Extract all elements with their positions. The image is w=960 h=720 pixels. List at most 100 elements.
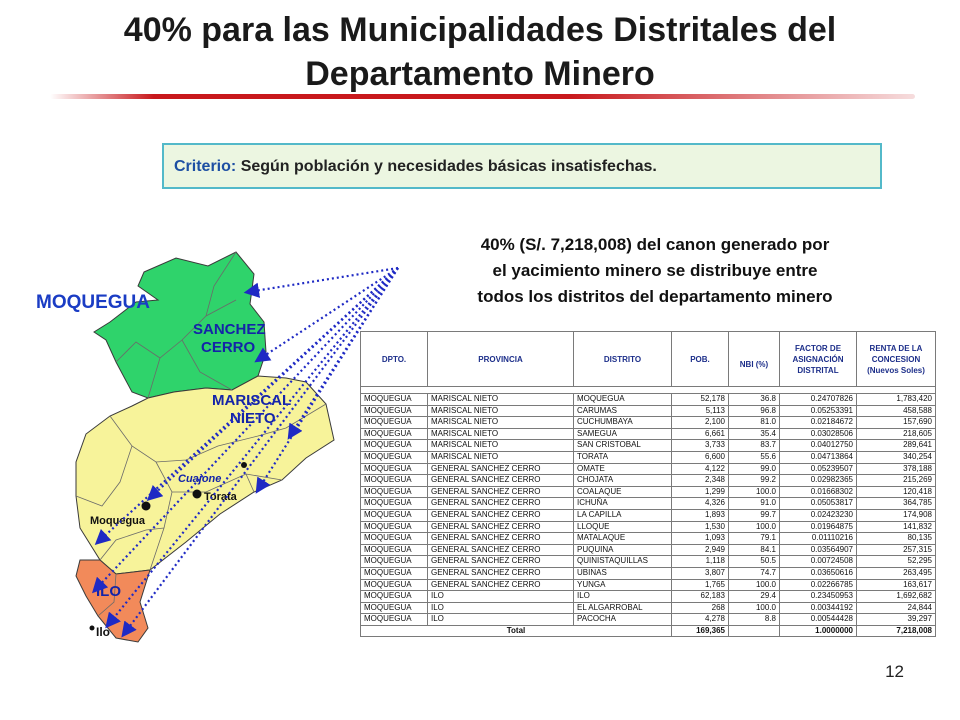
distribution-description: 40% (S/. 7,218,008) del canon generado p…	[405, 232, 905, 310]
cell-nbi: 36.8	[728, 393, 780, 406]
cell-nbi: 50.5	[728, 555, 780, 568]
torata-dot	[192, 489, 202, 499]
cell-dpto: MOQUEGUA	[360, 508, 428, 522]
cell-pob: 4,278	[671, 613, 729, 626]
cell-pob: 5,113	[671, 404, 729, 418]
cell-provincia: GENERAL SANCHEZ CERRO	[427, 555, 574, 568]
cell-dpto: MOQUEGUA	[360, 393, 428, 406]
table-header-row: DPTO. PROVINCIA DISTRITO POB. NBI (%) FA…	[360, 331, 936, 387]
cell-factor: 0.01110216	[779, 532, 857, 545]
table-row: MOQUEGUA GENERAL SANCHEZ CERRO LLOQUE 1,530…	[360, 520, 936, 534]
total-nbi	[728, 624, 780, 638]
cell-provincia: MARISCAL NIETO	[427, 439, 574, 452]
header-nbi: NBI (%)	[728, 331, 780, 387]
description-line-2: el yacimiento minero se distribuye entre	[492, 261, 818, 280]
cell-pob: 268	[671, 601, 729, 615]
table-row: MOQUEGUA MARISCAL NIETO MOQUEGUA 52,178 36.8…	[360, 393, 936, 406]
cell-provincia: GENERAL SANCHEZ CERRO	[427, 566, 574, 580]
table-spacer-row	[360, 386, 936, 394]
cell-factor: 0.03564907	[779, 543, 857, 557]
cell-pob: 1,893	[671, 508, 729, 522]
cell-renta: 1,692,682	[856, 590, 936, 603]
cell-pob: 3,733	[671, 439, 729, 452]
cell-distrito: PUQUINA	[573, 543, 672, 557]
cell-pob: 1,765	[671, 578, 729, 592]
total-renta: 7,218,008	[856, 624, 936, 638]
cell-provincia: MARISCAL NIETO	[427, 427, 574, 441]
cell-distrito: LLOQUE	[573, 520, 672, 534]
table-row: MOQUEGUA GENERAL SANCHEZ CERRO ICHUÑA 4,326…	[360, 497, 936, 510]
cell-nbi: 81.0	[728, 416, 780, 429]
cell-dpto: MOQUEGUA	[360, 497, 428, 510]
cell-pob: 3,807	[671, 566, 729, 580]
cell-nbi: 100.0	[728, 485, 780, 499]
cell-renta: 141,832	[856, 520, 936, 534]
label-sanchez-cerro: SANCHEZ CERRO	[193, 321, 266, 356]
cell-dpto: MOQUEGUA	[360, 555, 428, 568]
cell-distrito: SAMEGUA	[573, 427, 672, 441]
cell-nbi: 100.0	[728, 578, 780, 592]
cell-factor: 0.04713864	[779, 450, 857, 464]
total-label: Total	[360, 624, 672, 638]
cell-renta: 364,785	[856, 497, 936, 510]
cell-dpto: MOQUEGUA	[360, 543, 428, 557]
description-line-3: todos los distritos del departamento min…	[477, 287, 833, 306]
criteria-box: Criterio: Según población y necesidades …	[162, 143, 882, 189]
cell-dpto: MOQUEGUA	[360, 601, 428, 615]
cell-distrito: OMATE	[573, 462, 672, 476]
cell-factor: 0.04012750	[779, 439, 857, 452]
cell-provincia: GENERAL SANCHEZ CERRO	[427, 532, 574, 545]
cell-pob: 62,183	[671, 590, 729, 603]
cell-factor: 0.02184672	[779, 416, 857, 429]
cell-nbi: 83.7	[728, 439, 780, 452]
cell-factor: 0.01668302	[779, 485, 857, 499]
cell-provincia: GENERAL SANCHEZ CERRO	[427, 543, 574, 557]
header-dpto: DPTO.	[360, 331, 428, 387]
cell-factor: 0.00724508	[779, 555, 857, 568]
cell-nbi: 99.2	[728, 474, 780, 487]
cell-distrito: MOQUEGUA	[573, 393, 672, 406]
cell-factor: 0.05239507	[779, 462, 857, 476]
table-total-row: Total 169,365 1.0000000 7,218,008	[360, 624, 936, 638]
cell-factor: 0.23450953	[779, 590, 857, 603]
cell-distrito: LA CAPILLA	[573, 508, 672, 522]
cell-provincia: ILO	[427, 590, 574, 603]
cell-factor: 0.01964875	[779, 520, 857, 534]
cell-distrito: CHOJATA	[573, 474, 672, 487]
cell-renta: 263,495	[856, 566, 936, 580]
cell-renta: 39,297	[856, 613, 936, 626]
region-ilo	[75, 559, 151, 643]
criteria-text: Según población y necesidades básicas in…	[240, 158, 657, 175]
cell-distrito: QUINISTAQUILLAS	[573, 555, 672, 568]
cell-nbi: 99.0	[728, 462, 780, 476]
cell-nbi: 35.4	[728, 427, 780, 441]
cell-nbi: 84.1	[728, 543, 780, 557]
cell-renta: 24,844	[856, 601, 936, 615]
cell-pob: 4,122	[671, 462, 729, 476]
cell-nbi: 91.0	[728, 497, 780, 510]
table-row: MOQUEGUA MARISCAL NIETO TORATA 6,600 55.6 0.0…	[360, 450, 936, 464]
cell-provincia: MARISCAL NIETO	[427, 416, 574, 429]
cell-renta: 340,254	[856, 450, 936, 464]
cell-renta: 80,135	[856, 532, 936, 545]
cell-provincia: ILO	[427, 613, 574, 626]
table-row: MOQUEGUA MARISCAL NIETO SAMEGUA 6,661 35.4 0.…	[360, 427, 936, 441]
cell-distrito: MATALAQUE	[573, 532, 672, 545]
cell-distrito: YUNGA	[573, 578, 672, 592]
cell-dpto: MOQUEGUA	[360, 439, 428, 452]
slide-title: 40% para las Municipalidades Distritales…	[40, 8, 920, 96]
cell-distrito: COALAQUE	[573, 485, 672, 499]
header-factor: FACTOR DE ASIGNACIÓN DISTRITAL	[779, 331, 857, 387]
cell-provincia: GENERAL SANCHEZ CERRO	[427, 485, 574, 499]
cell-dpto: MOQUEGUA	[360, 566, 428, 580]
header-pob: POB.	[671, 331, 729, 387]
table-row: MOQUEGUA GENERAL SANCHEZ CERRO OMATE 4,122 9…	[360, 462, 936, 476]
table-row: MOQUEGUA MARISCAL NIETO CUCHUMBAYA 2,100 81.…	[360, 416, 936, 429]
cell-renta: 163,617	[856, 578, 936, 592]
cell-nbi: 100.0	[728, 520, 780, 534]
label-ilo-city: Ilo	[96, 625, 110, 639]
cell-pob: 6,600	[671, 450, 729, 464]
cell-dpto: MOQUEGUA	[360, 450, 428, 464]
table-row: MOQUEGUA ILO PACOCHA 4,278 8.8 0.00544428 39,2…	[360, 613, 936, 626]
label-moquegua-city: Moquegua	[90, 515, 145, 527]
